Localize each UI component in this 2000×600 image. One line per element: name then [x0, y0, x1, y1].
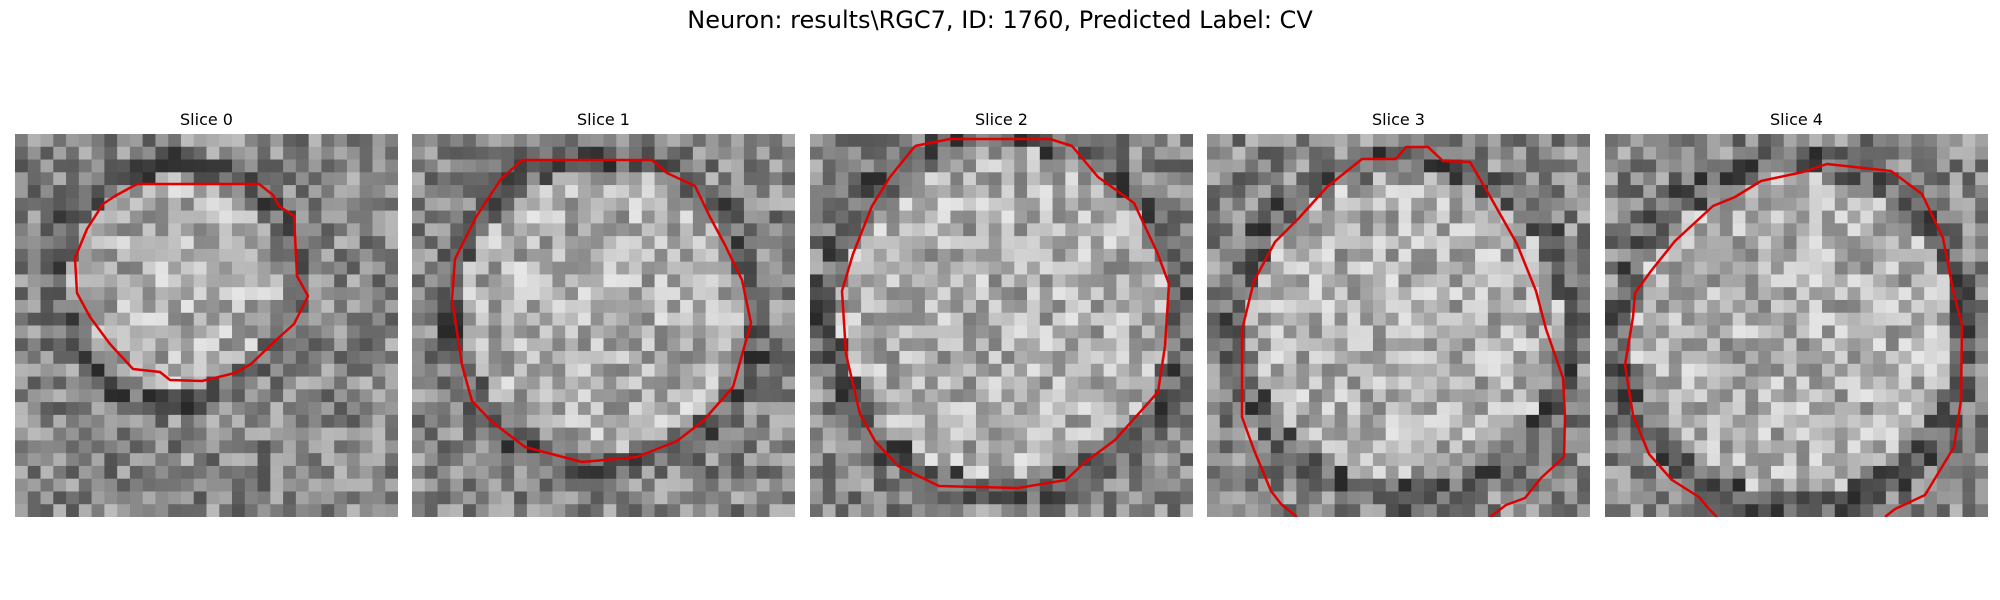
cell-contour: [1884, 508, 1896, 517]
cell-contour: [1240, 145, 1567, 517]
slice-image: [412, 134, 795, 517]
slice-image: [15, 134, 398, 517]
cell-contour: [1708, 508, 1718, 517]
figure-title: Neuron: results\RGC7, ID: 1760, Predicte…: [687, 6, 1313, 34]
cell-contour: [1280, 503, 1298, 517]
cell-contour: [73, 182, 310, 383]
slice-title: Slice 3: [1372, 110, 1425, 129]
cell-contour: [840, 137, 1171, 490]
slice-title: Slice 4: [1770, 110, 1823, 129]
cell-contour: [450, 158, 753, 464]
slice-image: [1605, 134, 1988, 517]
slice-image: [810, 134, 1193, 517]
slice-title: Slice 2: [975, 110, 1028, 129]
slice-title: Slice 0: [180, 110, 233, 129]
cell-contour: [1623, 162, 1964, 511]
slice-image: [1207, 134, 1590, 517]
slice-title: Slice 1: [577, 110, 630, 129]
